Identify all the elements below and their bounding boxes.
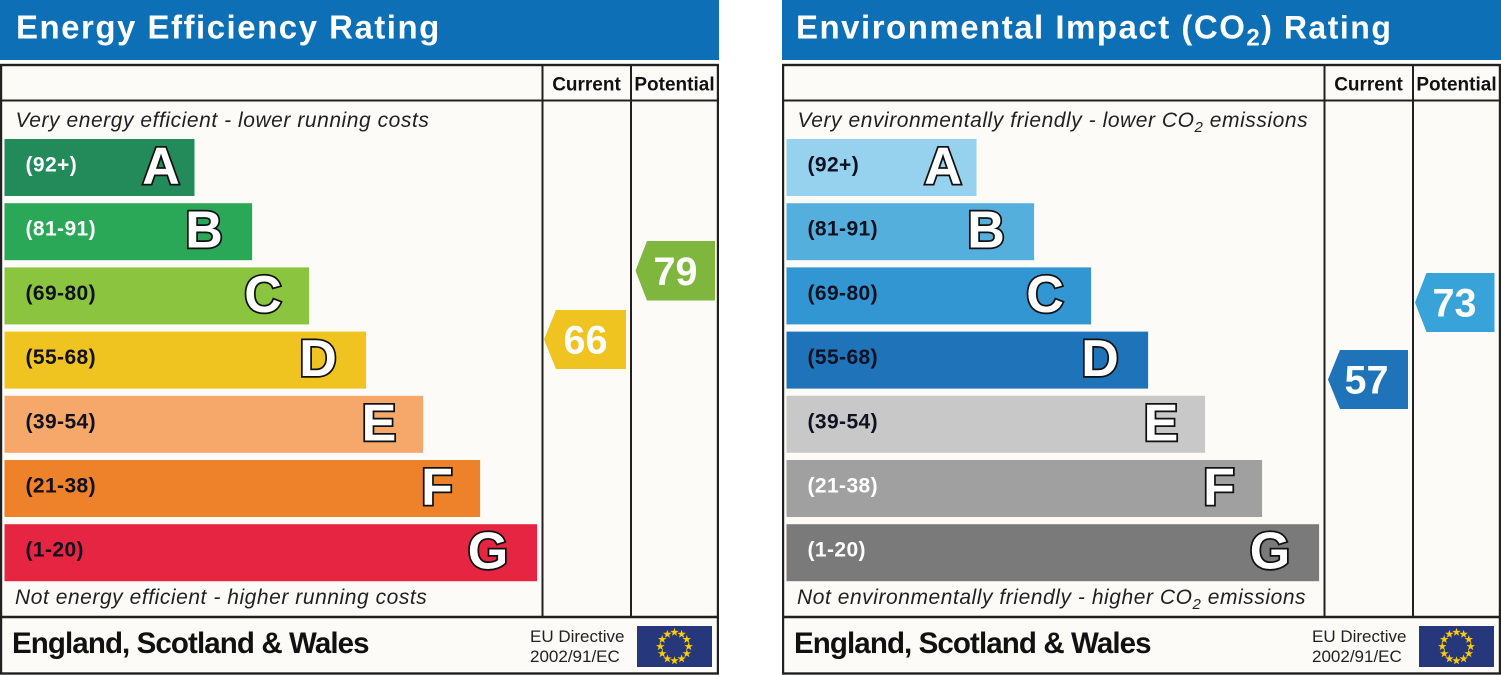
svg-text:Not energy efficient - higher: Not energy efficient - higher running co… bbox=[15, 586, 427, 609]
svg-text:G: G bbox=[468, 523, 508, 581]
svg-text:EU Directive: EU Directive bbox=[1312, 627, 1406, 646]
svg-text:(1-20): (1-20) bbox=[808, 539, 866, 562]
svg-text:C: C bbox=[1026, 266, 1064, 324]
svg-text:(39-54): (39-54) bbox=[26, 410, 97, 433]
svg-text:(92+): (92+) bbox=[26, 154, 78, 177]
svg-text:(39-54): (39-54) bbox=[808, 410, 879, 433]
svg-text:Potential: Potential bbox=[634, 75, 714, 96]
svg-text:(55-68): (55-68) bbox=[26, 346, 97, 369]
svg-text:D: D bbox=[299, 330, 337, 388]
svg-text:73: 73 bbox=[1433, 282, 1477, 326]
svg-text:B: B bbox=[185, 202, 223, 260]
svg-text:2002/91/EC: 2002/91/EC bbox=[530, 647, 620, 666]
svg-text:Potential: Potential bbox=[1416, 75, 1496, 96]
svg-text:A: A bbox=[924, 138, 962, 196]
svg-text:B: B bbox=[967, 202, 1005, 260]
svg-text:(69-80): (69-80) bbox=[26, 282, 97, 305]
svg-text:Very energy efficient - lower: Very energy efficient - lower running co… bbox=[16, 109, 430, 132]
svg-text:(55-68): (55-68) bbox=[808, 346, 879, 369]
svg-text:(21-38): (21-38) bbox=[26, 475, 97, 498]
svg-text:F: F bbox=[421, 459, 453, 517]
svg-text:E: E bbox=[362, 394, 397, 452]
svg-text:Current: Current bbox=[1334, 75, 1403, 96]
svg-text:Energy Efficiency Rating: Energy Efficiency Rating bbox=[16, 9, 441, 46]
svg-text:(81-91): (81-91) bbox=[808, 218, 879, 241]
svg-text:England, Scotland & Wales: England, Scotland & Wales bbox=[12, 627, 369, 660]
svg-text:Environmental Impact (CO2) Rat: Environmental Impact (CO2) Rating bbox=[796, 9, 1392, 52]
svg-text:D: D bbox=[1081, 330, 1119, 388]
svg-text:C: C bbox=[244, 266, 282, 324]
svg-text:E: E bbox=[1144, 394, 1179, 452]
svg-text:(69-80): (69-80) bbox=[808, 282, 879, 305]
svg-text:Current: Current bbox=[552, 75, 621, 96]
svg-text:F: F bbox=[1203, 459, 1235, 517]
svg-text:66: 66 bbox=[564, 319, 608, 363]
svg-text:England, Scotland & Wales: England, Scotland & Wales bbox=[794, 627, 1151, 660]
svg-text:(92+): (92+) bbox=[808, 154, 860, 177]
svg-text:(21-38): (21-38) bbox=[808, 475, 879, 498]
svg-text:EU Directive: EU Directive bbox=[530, 627, 624, 646]
svg-text:2002/91/EC: 2002/91/EC bbox=[1312, 647, 1402, 666]
svg-text:79: 79 bbox=[654, 250, 698, 294]
svg-text:Very environmentally friendly: Very environmentally friendly - lower CO… bbox=[798, 109, 1309, 136]
svg-text:(81-91): (81-91) bbox=[26, 218, 97, 241]
svg-text:Not environmentally friendly -: Not environmentally friendly - higher CO… bbox=[797, 586, 1306, 613]
svg-text:(1-20): (1-20) bbox=[26, 539, 84, 562]
svg-text:G: G bbox=[1250, 523, 1290, 581]
svg-text:A: A bbox=[142, 138, 180, 196]
svg-text:57: 57 bbox=[1345, 359, 1389, 403]
